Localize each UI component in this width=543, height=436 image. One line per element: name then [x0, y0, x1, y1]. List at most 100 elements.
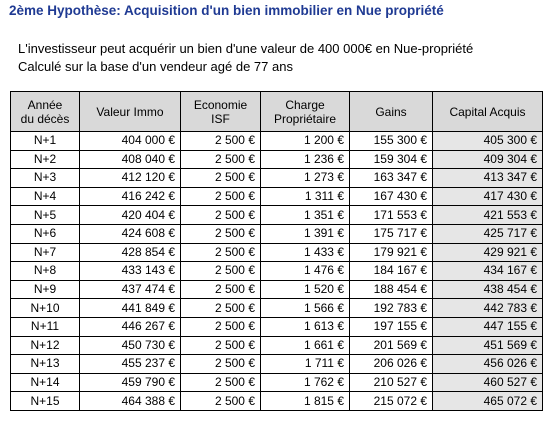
- cell-isf: 2 500 €: [180, 131, 261, 151]
- cell-value: 424 608 €: [79, 223, 181, 244]
- table-row: N+7 428 854 €2 500 €1 433 €179 921 €429 9…: [10, 242, 543, 263]
- cell-gains: 179 921 €: [349, 242, 433, 263]
- cell-year: N+7: [10, 242, 80, 263]
- investment-table: Année du décès Valeur Immo Economie ISF …: [10, 91, 543, 411]
- table-row: N+4 416 242 €2 500 €1 311 €167 430 €417 4…: [10, 186, 543, 207]
- table-row: N+14 459 790 €2 500 €1 762 €210 527 €460 …: [10, 372, 543, 393]
- cell-capital: 405 300 €: [432, 131, 543, 151]
- cell-capital: 421 553 €: [432, 205, 543, 225]
- header-year-line2: du décès: [20, 111, 70, 126]
- cell-charge: 1 273 €: [260, 168, 350, 188]
- cell-capital: 413 347 €: [432, 168, 543, 188]
- table-row: N+10 441 849 €2 500 €1 566 €192 783 €442 …: [10, 298, 543, 318]
- cell-value: 408 040 €: [79, 149, 181, 170]
- table-row: N+8 433 143 €2 500 €1 476 €184 167 €434 1…: [10, 261, 543, 281]
- cell-isf: 2 500 €: [180, 354, 261, 374]
- cell-charge: 1 200 €: [260, 131, 350, 151]
- cell-charge: 1 661 €: [260, 335, 350, 356]
- header-value: Valeur Immo: [79, 91, 181, 132]
- header-isf-line2: ISF: [211, 111, 230, 126]
- cell-year: N+5: [10, 205, 80, 225]
- cell-isf: 2 500 €: [180, 279, 261, 300]
- cell-gains: 210 527 €: [349, 372, 433, 393]
- cell-charge: 1 815 €: [260, 391, 350, 411]
- cell-charge: 1 476 €: [260, 261, 350, 281]
- cell-year: N+12: [10, 335, 80, 356]
- cell-capital: 429 921 €: [432, 242, 543, 263]
- cell-value: 428 854 €: [79, 242, 181, 263]
- cell-charge: 1 566 €: [260, 298, 350, 318]
- cell-year: N+4: [10, 186, 80, 207]
- table-row: N+13 455 237 €2 500 €1 711 €206 026 €456 …: [10, 354, 543, 374]
- cell-isf: 2 500 €: [180, 186, 261, 207]
- cell-capital: 434 167 €: [432, 261, 543, 281]
- header-year-line1: Année: [27, 97, 63, 112]
- cell-capital: 447 155 €: [432, 316, 543, 337]
- cell-capital: 417 430 €: [432, 186, 543, 207]
- cell-gains: 171 553 €: [349, 205, 433, 225]
- cell-charge: 1 762 €: [260, 372, 350, 393]
- cell-charge: 1 311 €: [260, 186, 350, 207]
- cell-year: N+2: [10, 149, 80, 170]
- header-isf-line1: Economie: [193, 97, 248, 112]
- cell-capital: 442 783 €: [432, 298, 543, 318]
- cell-isf: 2 500 €: [180, 298, 261, 318]
- table-row: N+6 424 608 €2 500 €1 391 €175 717 €425 7…: [10, 223, 543, 244]
- header-charge-line2: Propriétaire: [273, 111, 337, 126]
- cell-charge: 1 613 €: [260, 316, 350, 337]
- cell-gains: 155 300 €: [349, 131, 433, 151]
- cell-capital: 465 072 €: [432, 391, 543, 411]
- cell-gains: 206 026 €: [349, 354, 433, 374]
- cell-value: 450 730 €: [79, 335, 181, 356]
- header-charge: Charge Propriétaire: [260, 91, 350, 132]
- cell-year: N+13: [10, 354, 80, 374]
- cell-value: 455 237 €: [79, 354, 181, 374]
- cell-value: 464 388 €: [79, 391, 181, 411]
- cell-year: N+3: [10, 168, 80, 188]
- cell-capital: 425 717 €: [432, 223, 543, 244]
- cell-isf: 2 500 €: [180, 223, 261, 244]
- cell-gains: 184 167 €: [349, 261, 433, 281]
- cell-isf: 2 500 €: [180, 242, 261, 263]
- cell-value: 416 242 €: [79, 186, 181, 207]
- cell-value: 459 790 €: [79, 372, 181, 393]
- cell-isf: 2 500 €: [180, 372, 261, 393]
- cell-value: 412 120 €: [79, 168, 181, 188]
- cell-isf: 2 500 €: [180, 149, 261, 170]
- table-row: N+1 404 000 €2 500 €1 200 €155 300 €405 3…: [10, 131, 543, 151]
- cell-isf: 2 500 €: [180, 205, 261, 225]
- table-row: N+12 450 730 €2 500 €1 661 €201 569 €451 …: [10, 335, 543, 356]
- table-row: N+2 408 040 €2 500 €1 236 €159 304 €409 3…: [10, 149, 543, 170]
- cell-capital: 451 569 €: [432, 335, 543, 356]
- cell-value: 420 404 €: [79, 205, 181, 225]
- table-row: N+9 437 474 €2 500 €1 520 €188 454 €438 4…: [10, 279, 543, 300]
- cell-gains: 163 347 €: [349, 168, 433, 188]
- header-charge-line1: Charge: [285, 97, 325, 112]
- cell-value: 437 474 €: [79, 279, 181, 300]
- cell-capital: 438 454 €: [432, 279, 543, 300]
- cell-year: N+9: [10, 279, 80, 300]
- intro-line-1: L'investisseur peut acquérir un bien d'u…: [18, 41, 474, 56]
- cell-isf: 2 500 €: [180, 335, 261, 356]
- table-row: N+5 420 404 €2 500 €1 351 €171 553 €421 5…: [10, 205, 543, 225]
- cell-gains: 188 454 €: [349, 279, 433, 300]
- header-capital: Capital Acquis: [432, 91, 543, 132]
- table-row: N+11 446 267 €2 500 €1 613 €197 155 €447 …: [10, 316, 543, 337]
- table-row: N+15 464 388 €2 500 €1 815 €215 072 €465 …: [10, 391, 543, 411]
- cell-isf: 2 500 €: [180, 316, 261, 337]
- cell-year: N+6: [10, 223, 80, 244]
- header-gains: Gains: [349, 91, 433, 132]
- cell-charge: 1 351 €: [260, 205, 350, 225]
- cell-year: N+14: [10, 372, 80, 393]
- cell-gains: 159 304 €: [349, 149, 433, 170]
- cell-capital: 456 026 €: [432, 354, 543, 374]
- cell-value: 433 143 €: [79, 261, 181, 281]
- cell-value: 441 849 €: [79, 298, 181, 318]
- table-header-row: Année du décès Valeur Immo Economie ISF …: [10, 91, 543, 132]
- cell-gains: 197 155 €: [349, 316, 433, 337]
- cell-gains: 215 072 €: [349, 391, 433, 411]
- cell-year: N+1: [10, 131, 80, 151]
- cell-year: N+15: [10, 391, 80, 411]
- intro-text: L'investisseur peut acquérir un bien d'u…: [18, 40, 473, 76]
- table-row: N+3 412 120 €2 500 €1 273 €163 347 €413 3…: [10, 168, 543, 188]
